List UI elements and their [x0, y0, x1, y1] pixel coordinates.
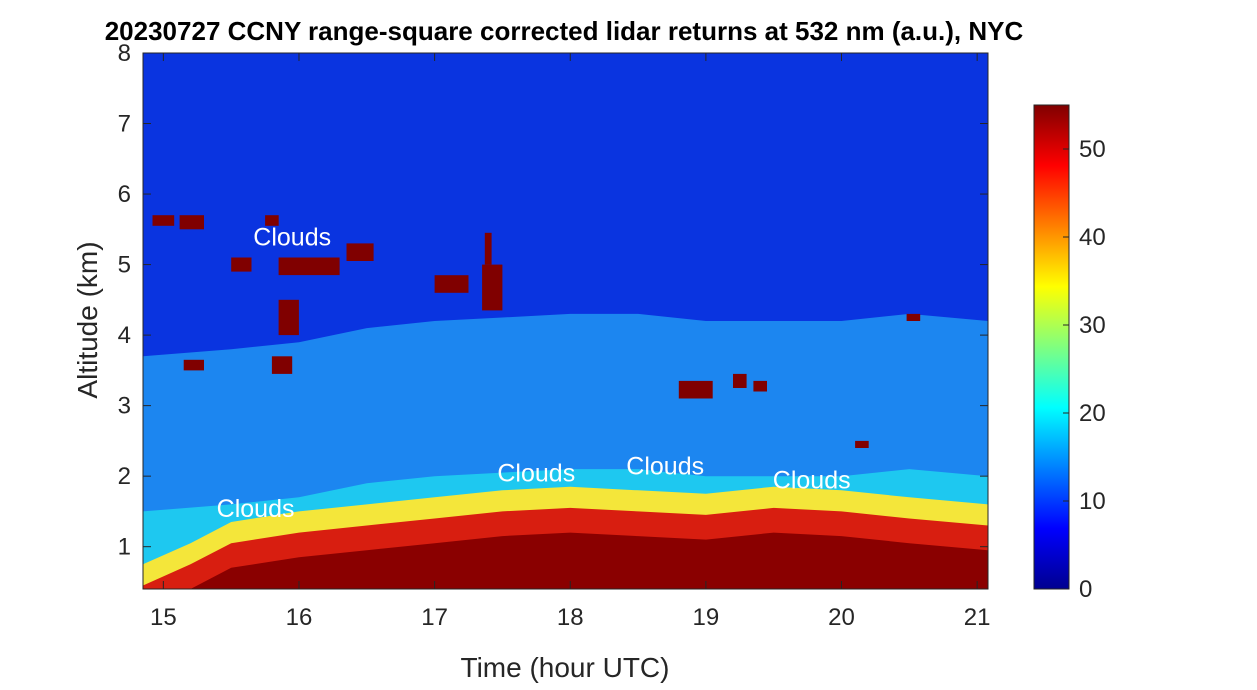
clouds-annotation: Clouds	[626, 453, 704, 481]
colorbar-tick-label: 0	[1079, 576, 1092, 603]
colorbar-tick-label: 30	[1079, 312, 1106, 339]
colorbar-gradient	[1033, 104, 1070, 590]
y-tick-label: 6	[118, 181, 131, 208]
y-tick-label: 3	[118, 393, 131, 420]
x-tick-label: 19	[693, 604, 720, 631]
y-tick-label: 7	[118, 111, 131, 138]
y-axis: 1 2 3 4 5 6 7 8	[118, 40, 988, 561]
cloud-patch	[346, 243, 374, 261]
cloud-patch	[678, 380, 713, 399]
cloud-patch	[183, 359, 204, 371]
clouds-annotation: Clouds	[217, 495, 295, 523]
plot-frame	[142, 52, 989, 590]
y-axis-label: Altitude (km)	[72, 241, 103, 398]
cloud-patch	[271, 356, 293, 374]
x-tick-label: 15	[150, 604, 177, 631]
cloud-patch	[434, 275, 469, 293]
clouds-annotation: Clouds	[253, 223, 331, 251]
x-tick-label: 17	[421, 604, 448, 631]
cloud-patch	[482, 264, 503, 311]
chart-title: 20230727 CCNY range-square corrected lid…	[105, 16, 1024, 46]
colorbar-tick-label: 20	[1079, 400, 1106, 427]
x-axis-label: Time (hour UTC)	[461, 652, 670, 683]
colorbar-tick-label: 50	[1079, 136, 1106, 163]
cloud-patch	[152, 215, 175, 226]
cloud-patch	[733, 373, 747, 388]
y-tick-label: 2	[118, 463, 131, 490]
x-tick-label: 18	[557, 604, 584, 631]
cloud-patch	[484, 232, 492, 265]
cloud-patch	[179, 215, 204, 230]
cloud-patch	[231, 257, 252, 272]
x-tick-label: 16	[286, 604, 313, 631]
cloud-patch	[278, 299, 299, 336]
y-tick-label: 8	[118, 40, 131, 67]
cloud-patch	[906, 313, 921, 321]
colorbar-tick-label: 40	[1079, 224, 1106, 251]
plot-area	[143, 53, 988, 589]
x-tick-label: 21	[964, 604, 991, 631]
clouds-annotation: Clouds	[773, 467, 851, 495]
colorbar: 0 10 20 30 40 50	[1033, 104, 1106, 603]
y-tick-label: 1	[118, 534, 131, 561]
x-tick-label: 20	[828, 604, 855, 631]
cloud-patch	[278, 257, 340, 276]
cloud-patch	[265, 215, 279, 226]
y-tick-label: 4	[118, 322, 131, 349]
cloud-patch	[855, 440, 869, 448]
annotations: Clouds Clouds Clouds Clouds Clouds	[217, 223, 851, 523]
cloud-patch	[753, 380, 767, 392]
clouds-annotation: Clouds	[497, 460, 575, 488]
y-tick-label: 5	[118, 252, 131, 279]
x-axis: 15 16 17 18 19 20 21	[150, 53, 991, 631]
colorbar-tick-label: 10	[1079, 488, 1106, 515]
boundary-layer-core	[143, 532, 988, 589]
